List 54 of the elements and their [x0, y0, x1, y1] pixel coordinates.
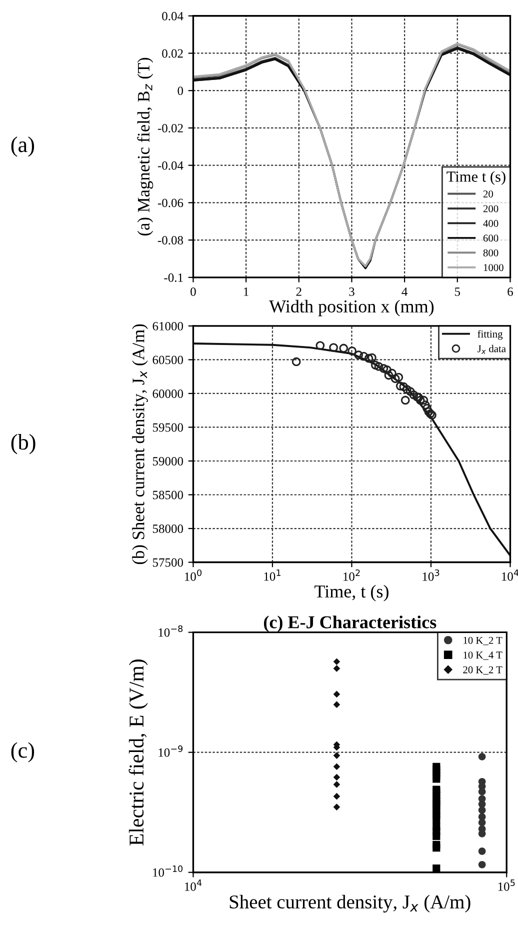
- y-tick-label: 58500: [152, 490, 184, 500]
- x-tick-label: 10$^{2}$: [344, 569, 360, 581]
- x-tick-label: 10$^{1}$: [264, 569, 281, 581]
- y-tick-label: -0.04: [158, 161, 184, 170]
- x-tick-label: 10$^{4}$: [185, 880, 202, 891]
- x-tick-label: 2: [296, 288, 302, 296]
- text: (b): [11, 434, 36, 454]
- x-axis-title: Sheet current density, J$_{x}$ (A/m): [230, 894, 470, 913]
- y-axis-title: (a) Magnetic field, B$_{z}$ (T): [137, 58, 154, 236]
- y-tick-label: 57500: [152, 558, 184, 567]
- x-axis-title: Width position x (mm): [269, 300, 434, 316]
- legend-label: 10 K_2 T: [464, 636, 502, 646]
- y-tick-label: 61000: [152, 322, 184, 330]
- legend-label: 1000: [484, 264, 504, 272]
- x-tick-label: 3: [349, 288, 354, 296]
- y-tick-label: -0.02: [158, 124, 183, 132]
- legend-title: Time t (s): [446, 171, 506, 185]
- x-tick-label: 10$^{3}$: [422, 569, 440, 581]
- x-axis-title: Time, t (s): [314, 584, 388, 602]
- y-tick-label: 10$^{−9}$: [158, 745, 183, 757]
- y-tick-label: 10$^{−8}$: [158, 625, 183, 637]
- y-tick-label: 58000: [152, 524, 184, 533]
- legend-label: 200: [483, 205, 498, 212]
- legend-label: 20: [483, 190, 493, 198]
- y-tick-label: 0: [178, 86, 184, 96]
- text: (c): [11, 742, 34, 762]
- y-tick-label: 0.02: [162, 49, 183, 58]
- legend-label: fitting: [478, 330, 503, 340]
- legend-label: 20 K_2 T: [463, 666, 502, 675]
- y-tick-label: 59000: [152, 457, 184, 466]
- x-tick-label: 1: [244, 288, 248, 296]
- y-tick-label: 60000: [152, 390, 184, 398]
- y-tick-label: 0.04: [162, 12, 184, 20]
- x-tick-label: 6: [508, 288, 513, 296]
- x-tick-label: 4: [402, 288, 408, 296]
- y-axis-title: Electric field, E (V/m): [128, 660, 148, 846]
- legend-label: 800: [483, 249, 498, 256]
- x-tick-label: 0: [190, 287, 196, 296]
- text: (a): [11, 136, 34, 157]
- legend-label: 600: [483, 234, 498, 242]
- x-tick-label: 10$^{0}$: [185, 569, 202, 581]
- y-tick-label: 60500: [152, 356, 184, 364]
- y-tick-label: -0.06: [158, 198, 184, 208]
- legend-label: 10 K_4 T: [464, 652, 502, 660]
- y-tick-label: -0.1: [164, 273, 183, 282]
- chart-title: (c) E-J Characteristics: [264, 616, 436, 632]
- legend-label: J$_{x}$ data: [478, 344, 506, 354]
- y-tick-label: 59500: [152, 423, 184, 432]
- y-tick-label: -0.08: [158, 236, 184, 245]
- x-tick-label: 10$^{5}$: [498, 880, 515, 891]
- x-tick-label: 5: [454, 288, 460, 296]
- legend-label: 400: [483, 220, 498, 227]
- y-tick-label: 10$^{−10}$: [153, 865, 182, 877]
- y-axis-title: (b) Sheet current density, J$_{x}$ (A/m): [132, 324, 148, 564]
